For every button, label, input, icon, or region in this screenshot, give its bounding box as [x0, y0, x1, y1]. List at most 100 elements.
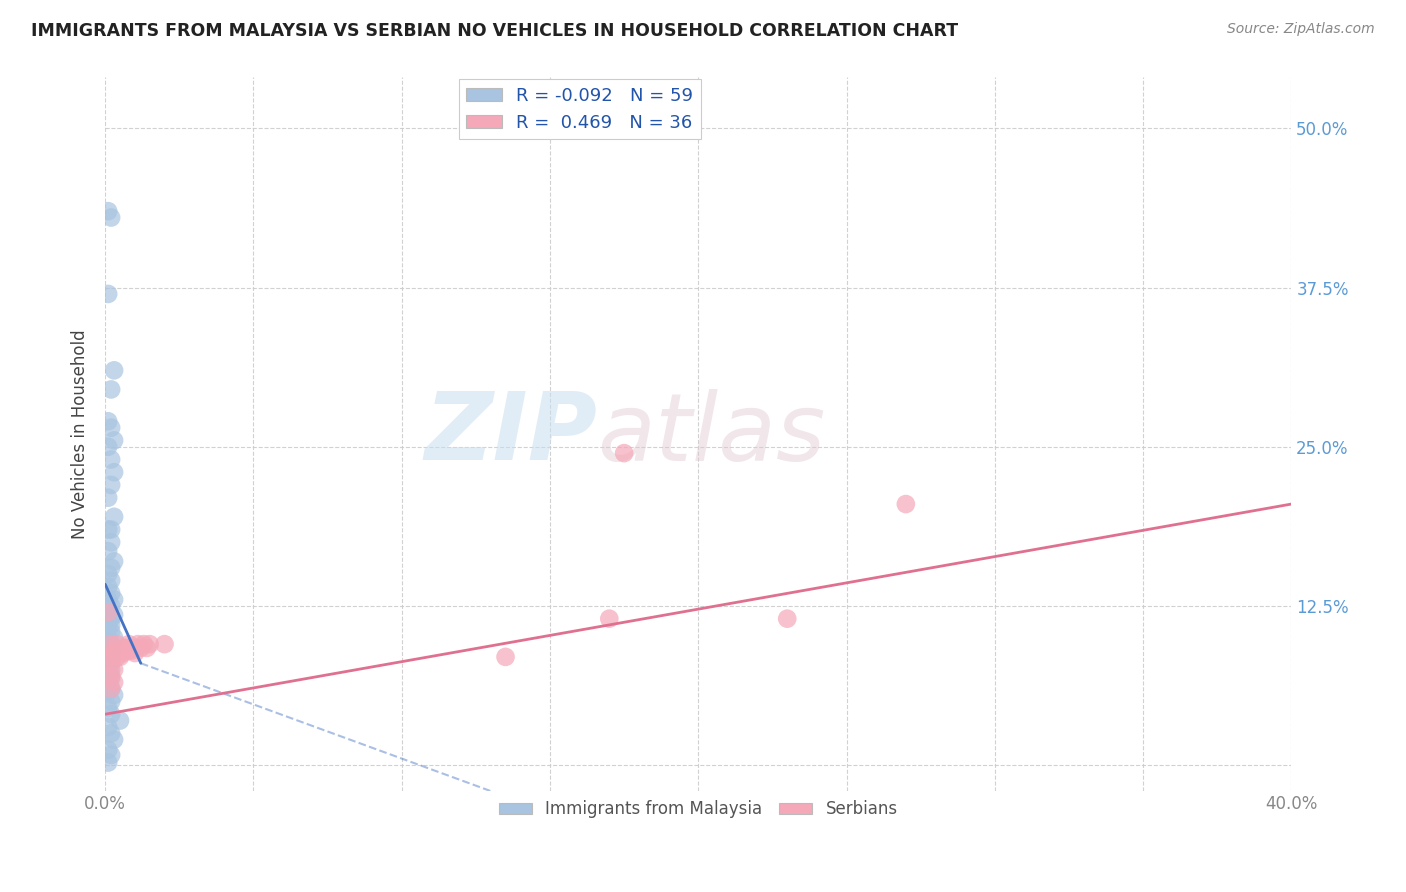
- Point: [100, 747, 122, 762]
- Point: [108, 649, 131, 664]
- Legend: Immigrants from Malaysia, Serbians: Immigrants from Malaysia, Serbians: [492, 794, 904, 825]
- Point: [100, 669, 122, 683]
- Point: [105, 637, 128, 651]
- Point: [118, 643, 141, 657]
- Point: [97, 684, 120, 698]
- Point: [132, 637, 155, 651]
- Point: [103, 643, 125, 657]
- Point: [103, 646, 125, 660]
- Point: [97, 567, 120, 582]
- Point: [111, 643, 134, 657]
- Point: [97, 631, 120, 645]
- Point: [100, 681, 122, 696]
- Point: [613, 446, 636, 460]
- Text: IMMIGRANTS FROM MALAYSIA VS SERBIAN NO VEHICLES IN HOUSEHOLD CORRELATION CHART: IMMIGRANTS FROM MALAYSIA VS SERBIAN NO V…: [31, 22, 957, 40]
- Point: [103, 434, 125, 448]
- Point: [100, 637, 122, 651]
- Point: [97, 743, 120, 757]
- Point: [100, 523, 122, 537]
- Point: [100, 560, 122, 574]
- Point: [97, 720, 120, 734]
- Point: [97, 701, 120, 715]
- Point: [100, 452, 122, 467]
- Point: [103, 592, 125, 607]
- Point: [97, 523, 120, 537]
- Point: [100, 681, 122, 696]
- Point: [103, 646, 125, 660]
- Point: [97, 491, 120, 505]
- Point: [495, 649, 517, 664]
- Point: [97, 544, 120, 558]
- Point: [97, 592, 120, 607]
- Point: [97, 287, 120, 301]
- Point: [124, 640, 146, 655]
- Point: [100, 654, 122, 668]
- Point: [100, 478, 122, 492]
- Y-axis label: No Vehicles in Household: No Vehicles in Household: [72, 329, 89, 539]
- Point: [115, 640, 138, 655]
- Point: [97, 621, 120, 635]
- Point: [100, 637, 122, 651]
- Point: [100, 726, 122, 740]
- Point: [100, 612, 122, 626]
- Point: [97, 649, 120, 664]
- Point: [100, 586, 122, 600]
- Point: [103, 663, 125, 677]
- Point: [138, 637, 160, 651]
- Point: [100, 420, 122, 434]
- Point: [127, 637, 149, 651]
- Point: [97, 580, 120, 594]
- Point: [108, 643, 131, 657]
- Point: [100, 672, 122, 686]
- Point: [153, 637, 176, 651]
- Text: atlas: atlas: [598, 389, 825, 480]
- Point: [118, 637, 141, 651]
- Point: [108, 714, 131, 728]
- Point: [115, 640, 138, 655]
- Point: [100, 599, 122, 613]
- Point: [100, 383, 122, 397]
- Point: [103, 509, 125, 524]
- Point: [100, 211, 122, 225]
- Point: [105, 649, 128, 664]
- Point: [97, 640, 120, 655]
- Point: [103, 688, 125, 702]
- Text: Source: ZipAtlas.com: Source: ZipAtlas.com: [1227, 22, 1375, 37]
- Point: [100, 663, 122, 677]
- Point: [97, 658, 120, 673]
- Text: ZIP: ZIP: [425, 388, 598, 480]
- Point: [100, 694, 122, 708]
- Point: [776, 612, 799, 626]
- Point: [100, 649, 122, 664]
- Point: [97, 440, 120, 454]
- Point: [103, 631, 125, 645]
- Point: [103, 363, 125, 377]
- Point: [100, 535, 122, 549]
- Point: [100, 574, 122, 588]
- Point: [97, 605, 120, 619]
- Point: [598, 612, 620, 626]
- Point: [103, 465, 125, 479]
- Point: [124, 646, 146, 660]
- Point: [103, 607, 125, 622]
- Point: [129, 640, 152, 655]
- Point: [121, 643, 143, 657]
- Point: [105, 643, 128, 657]
- Point: [100, 646, 122, 660]
- Point: [97, 414, 120, 428]
- Point: [100, 618, 122, 632]
- Point: [135, 640, 157, 655]
- Point: [103, 675, 125, 690]
- Point: [100, 707, 122, 722]
- Point: [111, 646, 134, 660]
- Point: [97, 675, 120, 690]
- Point: [97, 756, 120, 770]
- Point: [103, 732, 125, 747]
- Point: [103, 554, 125, 568]
- Point: [894, 497, 917, 511]
- Point: [100, 624, 122, 639]
- Point: [97, 204, 120, 219]
- Point: [97, 612, 120, 626]
- Point: [97, 666, 120, 681]
- Point: [97, 605, 120, 619]
